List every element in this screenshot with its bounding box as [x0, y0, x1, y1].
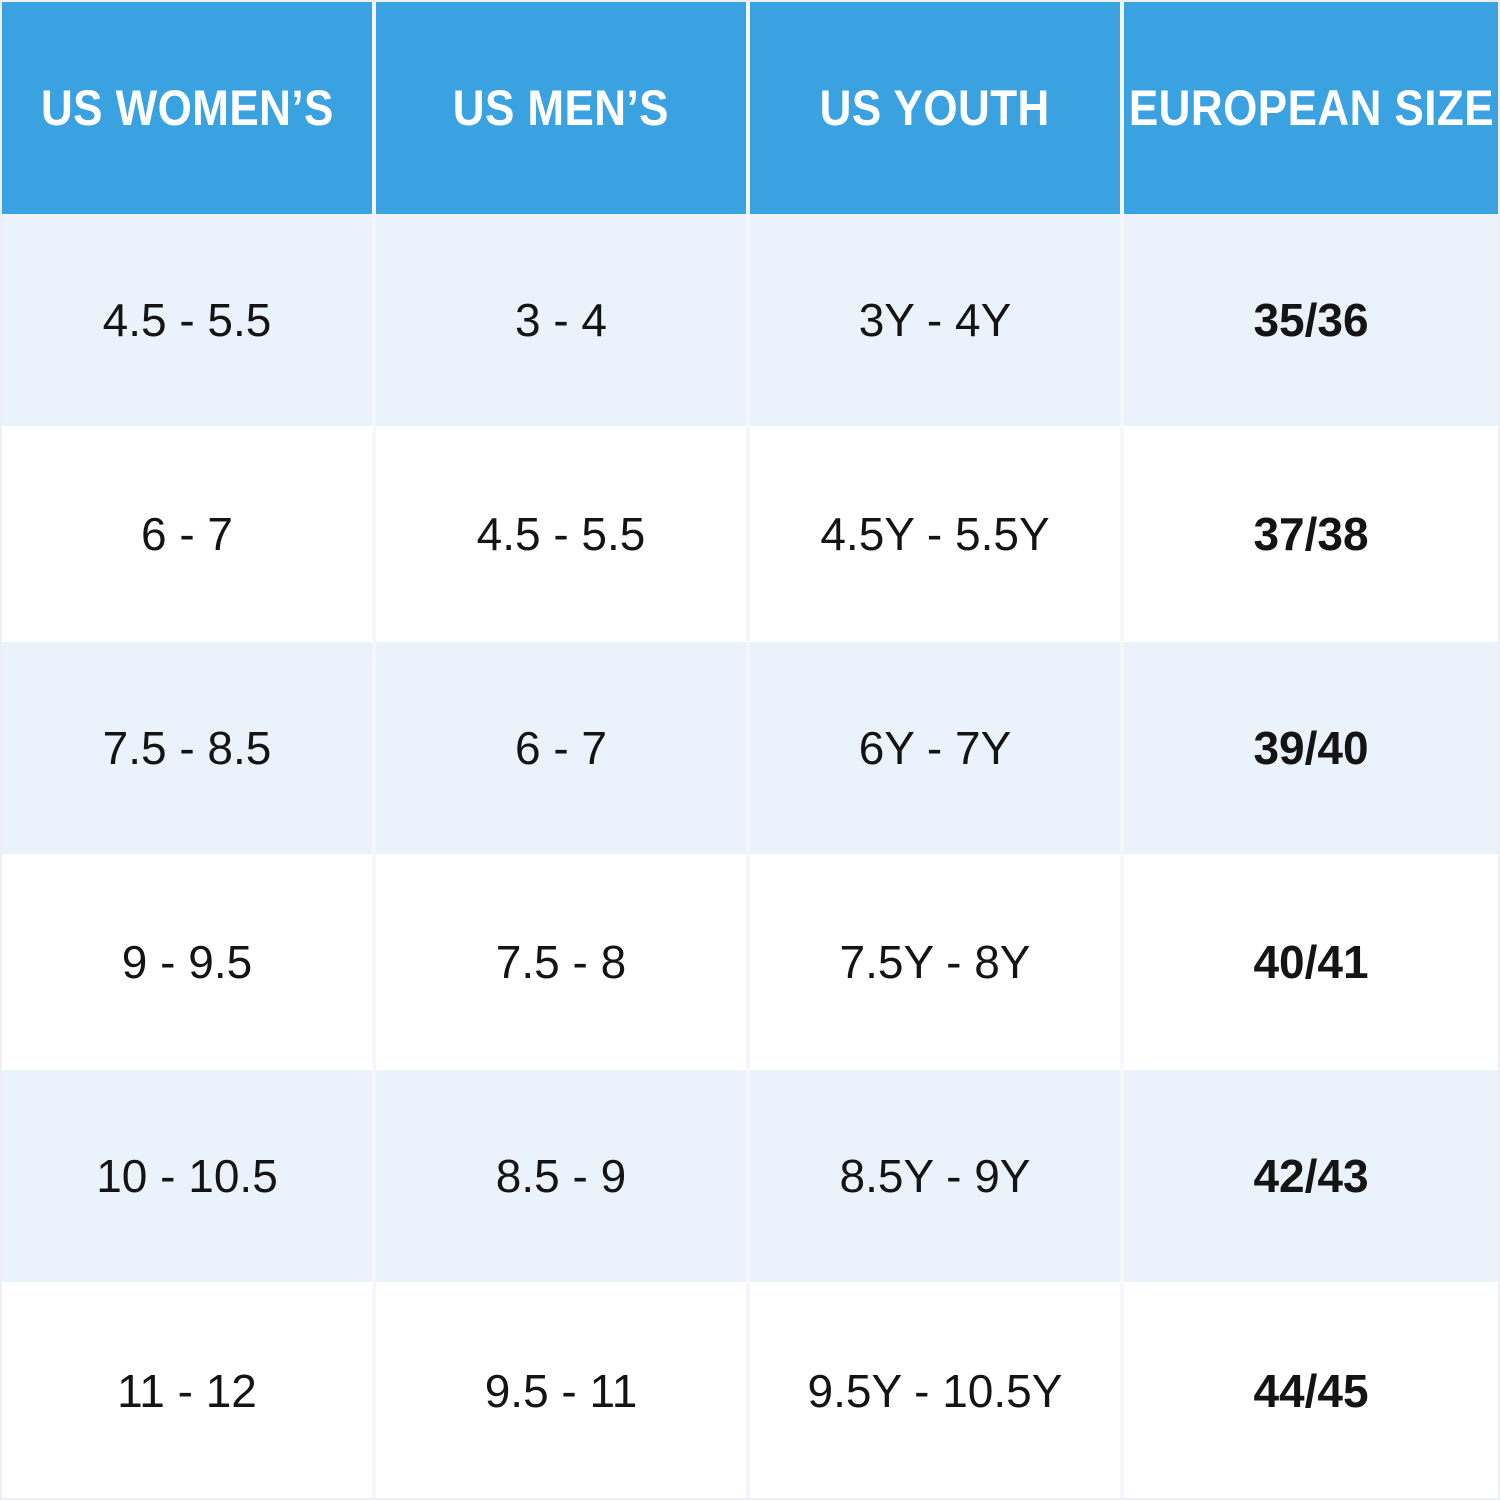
cell-value: 4.5Y - 5.5Y — [820, 508, 1050, 560]
cell-value: 4.5 - 5.5 — [102, 294, 272, 346]
cell-r5-us-mens: 8.5 - 9 — [376, 1070, 750, 1284]
cell-r5-european-size: 42/43 — [1124, 1070, 1498, 1284]
cell-r3-us-mens: 6 - 7 — [376, 642, 750, 856]
cell-value: 10 - 10.5 — [96, 1150, 278, 1202]
cell-r3-us-youth: 6Y - 7Y — [750, 642, 1124, 856]
cell-r2-european-size: 37/38 — [1124, 428, 1498, 642]
cell-value: 11 - 12 — [117, 1365, 257, 1417]
header-us-womens: US WOMEN’S — [2, 2, 376, 214]
header-european-size-label: EUROPEAN SIZE — [1128, 80, 1494, 136]
cell-r3-european-size: 39/40 — [1124, 642, 1498, 856]
cell-r5-us-youth: 8.5Y - 9Y — [750, 1070, 1124, 1284]
cell-value: 7.5Y - 8Y — [839, 936, 1031, 988]
cell-value: 7.5 - 8 — [495, 936, 627, 988]
cell-value: 8.5 - 9 — [495, 1150, 627, 1202]
cell-value: 39/40 — [1253, 722, 1369, 774]
cell-r1-european-size: 35/36 — [1124, 214, 1498, 428]
cell-r1-us-youth: 3Y - 4Y — [750, 214, 1124, 428]
header-us-youth-label: US YOUTH — [819, 80, 1051, 136]
cell-r3-us-womens: 7.5 - 8.5 — [2, 642, 376, 856]
cell-r4-us-womens: 9 - 9.5 — [2, 856, 376, 1070]
cell-value: 42/43 — [1253, 1150, 1369, 1202]
cell-r5-us-womens: 10 - 10.5 — [2, 1070, 376, 1284]
cell-value: 3 - 4 — [514, 294, 608, 346]
cell-value: 8.5Y - 9Y — [839, 1150, 1031, 1202]
cell-value: 6 - 7 — [514, 722, 608, 774]
header-european-size: EUROPEAN SIZE — [1124, 2, 1498, 214]
cell-r1-us-mens: 3 - 4 — [376, 214, 750, 428]
header-us-mens-label: US MEN’S — [452, 80, 670, 136]
cell-value: 9.5 - 11 — [484, 1365, 638, 1417]
cell-value: 3Y - 4Y — [858, 294, 1012, 346]
header-us-youth: US YOUTH — [750, 2, 1124, 214]
cell-r4-us-youth: 7.5Y - 8Y — [750, 856, 1124, 1070]
cell-value: 9.5Y - 10.5Y — [807, 1365, 1063, 1417]
cell-r6-us-mens: 9.5 - 11 — [376, 1284, 750, 1498]
cell-value: 37/38 — [1253, 508, 1369, 560]
cell-r6-us-youth: 9.5Y - 10.5Y — [750, 1284, 1124, 1498]
cell-r1-us-womens: 4.5 - 5.5 — [2, 214, 376, 428]
cell-value: 40/41 — [1253, 936, 1369, 988]
cell-r6-us-womens: 11 - 12 — [2, 1284, 376, 1498]
cell-value: 6Y - 7Y — [858, 722, 1012, 774]
header-us-mens: US MEN’S — [376, 2, 750, 214]
header-us-womens-label: US WOMEN’S — [40, 80, 334, 136]
cell-r4-us-mens: 7.5 - 8 — [376, 856, 750, 1070]
cell-value: 9 - 9.5 — [121, 936, 253, 988]
cell-value: 6 - 7 — [140, 508, 234, 560]
cell-value: 44/45 — [1253, 1365, 1369, 1417]
cell-r6-european-size: 44/45 — [1124, 1284, 1498, 1498]
cell-r2-us-mens: 4.5 - 5.5 — [376, 428, 750, 642]
cell-value: 7.5 - 8.5 — [102, 722, 272, 774]
cell-value: 35/36 — [1253, 294, 1369, 346]
cell-r2-us-youth: 4.5Y - 5.5Y — [750, 428, 1124, 642]
cell-r2-us-womens: 6 - 7 — [2, 428, 376, 642]
cell-value: 4.5 - 5.5 — [476, 508, 646, 560]
cell-r4-european-size: 40/41 — [1124, 856, 1498, 1070]
